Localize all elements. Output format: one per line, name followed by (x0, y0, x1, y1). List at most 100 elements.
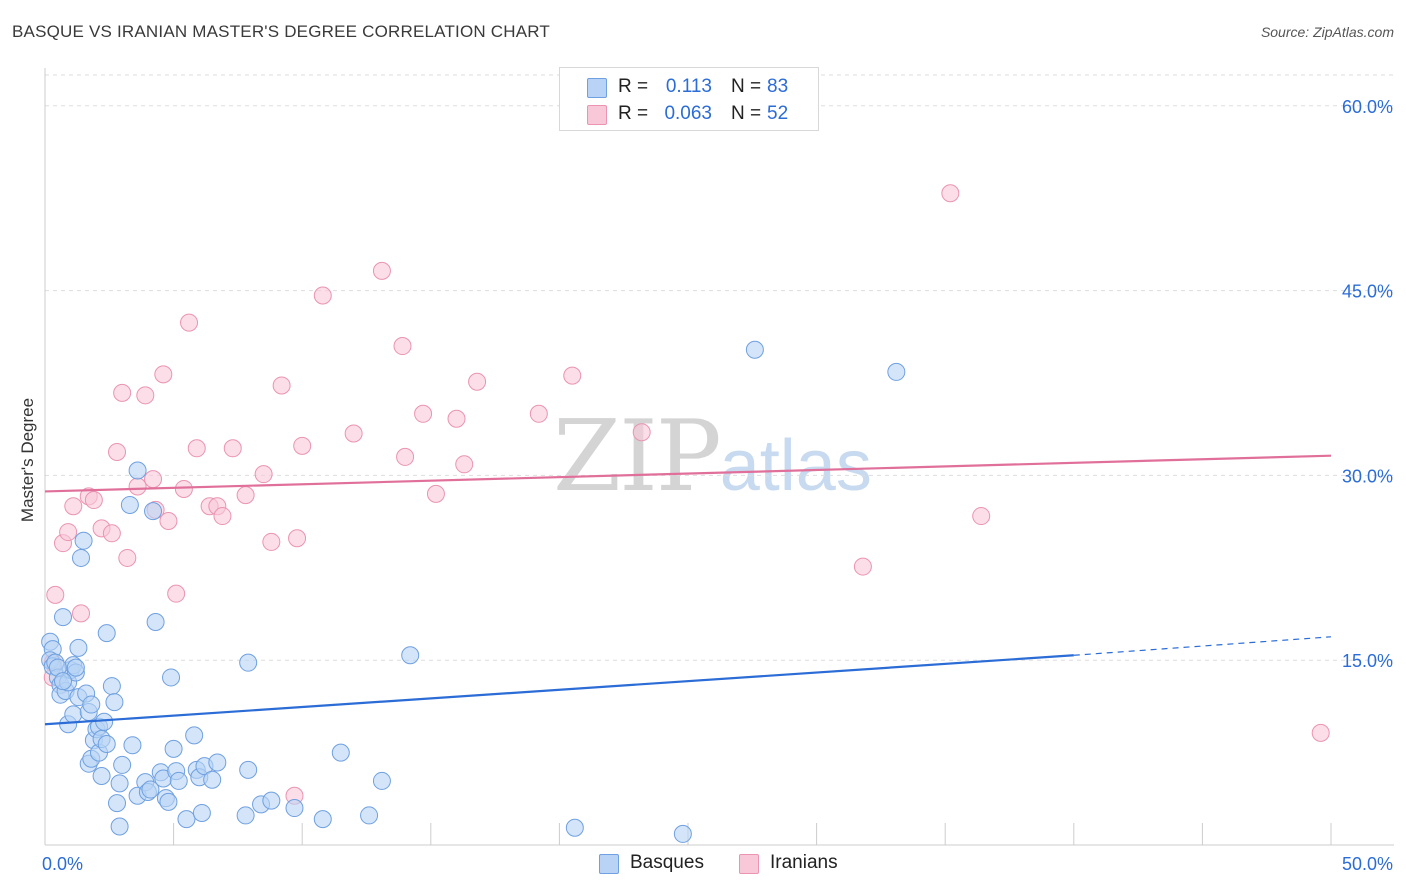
iranian-point (59, 523, 78, 542)
legend-row-basques: R = 0.113 N = 83 (560, 75, 818, 101)
basque-point (313, 810, 332, 829)
basque-point (74, 531, 93, 550)
iranian-point (213, 507, 232, 526)
n-value: 83 (767, 76, 789, 97)
grid-layer (45, 74, 1394, 661)
iranian-point (46, 585, 65, 604)
axis-layer (44, 68, 1394, 846)
series-basques (41, 340, 906, 843)
iranian-point (64, 497, 83, 516)
iranian-point (272, 376, 291, 395)
iranian-point (632, 423, 651, 442)
watermark: ZIPatlas (553, 400, 872, 514)
iranian-point (393, 337, 412, 356)
basque-point (262, 791, 281, 810)
basque-point (54, 672, 73, 691)
basque-point (105, 693, 124, 712)
basques-trendline (44, 654, 1074, 726)
n-label: N = (731, 76, 762, 97)
watermark-zip: ZIP (553, 400, 722, 514)
iranian-point (236, 486, 255, 505)
basque-point (123, 736, 142, 755)
basque-point (110, 817, 129, 836)
iranian-point (853, 557, 872, 576)
basque-point (128, 461, 147, 480)
basque-point (177, 810, 196, 829)
basque-point (203, 770, 222, 789)
basque-point (192, 803, 211, 822)
basque-point (169, 771, 188, 790)
iranian-point (144, 470, 163, 489)
iranian-point (288, 529, 307, 548)
basque-point (331, 743, 350, 762)
basque-point (673, 824, 692, 843)
iranian-point (128, 477, 147, 496)
basque-point (141, 780, 160, 799)
y-tick-label: 30.0% (1342, 466, 1393, 486)
iranian-point (113, 383, 132, 402)
iranian-point (187, 439, 206, 458)
iranian-point (344, 424, 363, 443)
iranian-point (529, 404, 548, 423)
r-label: R = (618, 103, 649, 124)
basque-point (401, 646, 420, 665)
stats-legend: R = 0.113 N = 83 R = 0.063 N = 52 (559, 67, 819, 131)
basque-point (64, 705, 83, 724)
basque-point (82, 695, 101, 714)
iranian-point (84, 491, 103, 510)
basques-trendline-extension (1073, 636, 1332, 656)
basque-point (113, 755, 132, 774)
basque-point (54, 608, 73, 627)
chart-title: BASQUE VS IRANIAN MASTER'S DEGREE CORREL… (12, 22, 551, 41)
series-iranians (43, 184, 1330, 805)
iranian-point (262, 532, 281, 551)
iranian-point (180, 313, 199, 332)
iranians-swatch (587, 105, 607, 125)
iranian-point (396, 447, 415, 466)
iranian-point (102, 524, 121, 543)
basque-point (97, 734, 116, 753)
watermark-atlas: atlas (719, 426, 872, 506)
iranian-point (72, 604, 91, 623)
iranian-point (1311, 723, 1330, 742)
r-label: R = (618, 76, 649, 97)
basque-point (372, 771, 391, 790)
n-label: N = (731, 103, 762, 124)
basques-swatch (599, 854, 619, 874)
basque-point (159, 792, 178, 811)
basque-point (92, 767, 111, 786)
basque-point (66, 658, 85, 677)
basque-point (745, 340, 764, 359)
basque-point (208, 753, 227, 772)
iranian-point (426, 484, 445, 503)
basque-point (146, 613, 165, 632)
legend-label: Iranians (770, 852, 838, 873)
iranian-point (372, 261, 391, 280)
iranian-point (455, 455, 474, 474)
trend-layer (44, 454, 1332, 726)
iranian-point (414, 404, 433, 423)
label-layer: 15.0% 30.0% 45.0% 60.0% 0.0% 50.0% Master's De… (18, 97, 1393, 874)
basque-point (285, 799, 304, 818)
n-value: 52 (767, 103, 789, 124)
iranian-point (174, 479, 193, 498)
basque-point (108, 794, 127, 813)
iranian-point (972, 507, 991, 526)
iranian-point (293, 436, 312, 455)
basque-point (236, 806, 255, 825)
legend-label: Basques (630, 852, 704, 873)
basque-point (164, 739, 183, 758)
iranians-swatch (739, 854, 759, 874)
iranians-trendline (44, 454, 1332, 493)
iranian-point (108, 442, 127, 461)
legend-row-iranians: R = 0.063 N = 52 (560, 102, 818, 128)
source-credit: Source: ZipAtlas.com (1260, 24, 1394, 40)
basque-point (95, 712, 114, 731)
y-tick-label: 45.0% (1342, 282, 1393, 302)
y-tick-label: 60.0% (1342, 97, 1393, 117)
iranian-point (468, 372, 487, 391)
basque-point (120, 495, 139, 514)
iranian-point (167, 584, 186, 603)
basque-point (360, 806, 379, 825)
